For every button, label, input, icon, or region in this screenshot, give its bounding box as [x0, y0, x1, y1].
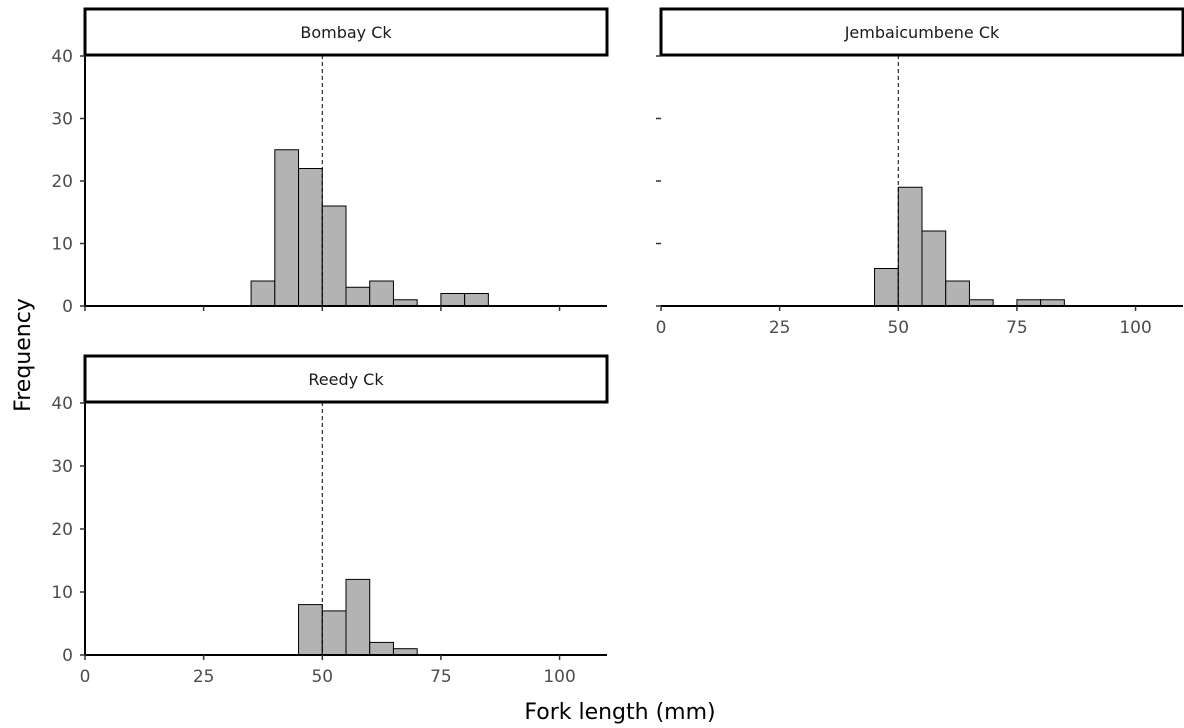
histogram-bar: [298, 604, 323, 656]
facet-strip-label: Bombay Ck: [300, 23, 392, 42]
histogram-bar: [274, 149, 300, 307]
histogram-bar: [897, 186, 923, 307]
x-tick-label: 25: [769, 318, 791, 338]
facet-panel-0: Bombay Ck 0 10 20 30 40: [51, 7, 609, 317]
x-tick-label: 75: [1006, 318, 1028, 338]
x-axis-title: Fork length (mm): [524, 700, 715, 725]
facet-strip: [83, 354, 609, 404]
histogram-bar: [369, 641, 394, 656]
y-tick-label: 10: [51, 583, 73, 603]
y-tick-label: 0: [62, 297, 73, 317]
histogram-bar: [345, 578, 371, 656]
histogram-bar: [321, 610, 347, 656]
histogram-bar: [874, 268, 899, 307]
y-tick-label: 20: [51, 172, 73, 192]
histogram-bar: [464, 293, 489, 307]
facet-strip: [83, 7, 609, 57]
histogram-bar: [440, 293, 466, 307]
y-tick-label: 40: [51, 47, 73, 67]
x-tick-label: 0: [656, 318, 667, 338]
y-tick-label: 0: [62, 646, 73, 666]
y-tick-label: 20: [51, 520, 73, 540]
x-tick-label: 0: [80, 667, 91, 687]
facet-strip-label: Reedy Ck: [308, 370, 384, 389]
y-tick-label: 10: [51, 235, 73, 255]
x-tick-label: 75: [430, 667, 452, 687]
histogram-bar: [345, 286, 371, 307]
histogram-bar: [321, 205, 347, 307]
histogram-bar: [298, 168, 323, 307]
facet-panel-2: Reedy Ck 0 10 20 30 40 0 25 50 75 100: [51, 354, 609, 687]
y-tick-label: 40: [51, 394, 73, 414]
x-tick-label: 100: [543, 667, 575, 687]
histogram-bar: [921, 230, 947, 307]
facet-strip: [659, 7, 1184, 57]
histogram-bar: [945, 280, 970, 307]
facet-strip-label: Jembaicumbene Ck: [844, 23, 1000, 42]
x-tick-label: 25: [193, 667, 215, 687]
y-tick-label: 30: [51, 457, 73, 477]
x-tick-label: 100: [1119, 318, 1151, 338]
facet-panel-1: Jembaicumbene Ck 0 25 50 75 100: [656, 7, 1184, 338]
histogram-bar: [250, 280, 276, 307]
x-tick-label: 50: [887, 318, 909, 338]
histogram-bar: [369, 280, 394, 307]
y-axis-title: Frequency: [11, 298, 36, 412]
y-tick-label: 30: [51, 110, 73, 130]
x-tick-label: 50: [311, 667, 333, 687]
